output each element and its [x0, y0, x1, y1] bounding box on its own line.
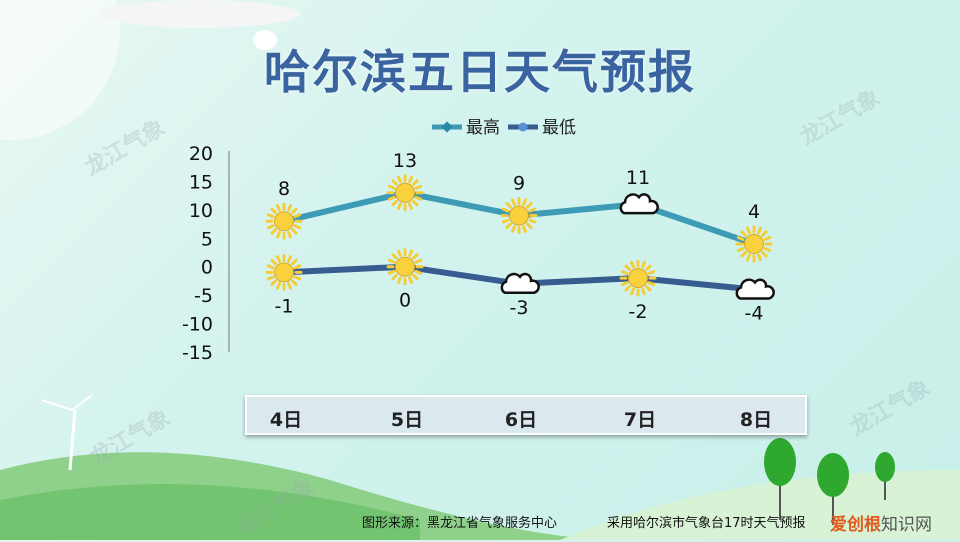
- legend-marker: [441, 121, 453, 133]
- note-text: 采用哈尔滨市气象台17时天气预报: [607, 516, 806, 531]
- y-tick-label: -10: [182, 314, 213, 336]
- sun-icon: [500, 197, 538, 235]
- legend-label: 最低: [542, 118, 576, 138]
- sun-icon: [265, 202, 303, 240]
- day-label: 7日: [623, 409, 657, 431]
- sun-icon: [735, 225, 773, 263]
- sun-icon: [386, 174, 424, 212]
- data-label: -4: [745, 302, 764, 324]
- data-label: 13: [393, 150, 417, 172]
- source-text: 图形来源：黑龙江省气象服务中心: [362, 516, 558, 531]
- brand-watermark: 爱创根知识网: [830, 510, 932, 535]
- page-title: 哈尔滨五日天气预报: [264, 45, 696, 99]
- data-label: 0: [399, 290, 411, 312]
- sun-icon: [265, 253, 303, 291]
- data-label: -2: [629, 301, 648, 323]
- legend-label: 最高: [466, 118, 500, 138]
- data-label: 8: [278, 178, 290, 200]
- y-tick-label: 0: [201, 257, 213, 279]
- y-tick-label: 5: [201, 228, 213, 250]
- cloud-icon: [735, 278, 775, 300]
- day-label: 6日: [504, 409, 538, 431]
- y-tick-label: 15: [189, 171, 213, 193]
- y-tick-label: -15: [182, 342, 213, 364]
- data-label: -1: [275, 295, 294, 317]
- brand-a: 爱创根: [830, 515, 881, 535]
- y-tick-label: 20: [189, 143, 213, 165]
- day-label: 4日: [269, 409, 303, 431]
- cloud-icon: [619, 193, 659, 215]
- brand-b: 知识网: [881, 515, 932, 535]
- y-tick-label: -5: [194, 285, 213, 307]
- day-label: 8日: [739, 409, 773, 431]
- cloud-icon: [500, 272, 540, 295]
- data-label: 9: [513, 173, 525, 195]
- day-bar: 4日 5日 6日 7日 8日: [245, 395, 807, 435]
- sun-icon: [386, 248, 424, 286]
- data-label: -3: [510, 297, 529, 319]
- data-label: 4: [748, 201, 760, 223]
- data-label: 11: [626, 167, 650, 189]
- day-label: 5日: [390, 409, 424, 431]
- sun-icon: [619, 259, 657, 297]
- legend-marker: [518, 122, 528, 132]
- y-tick-label: 10: [189, 200, 213, 222]
